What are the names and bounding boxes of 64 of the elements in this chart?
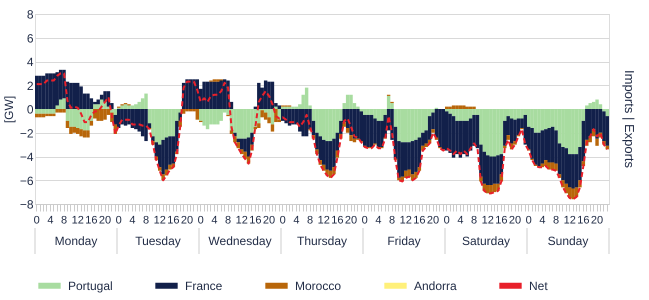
- x-tick-label: 20: [180, 214, 194, 226]
- x-tick-label: 20: [344, 214, 358, 226]
- y-axis-title: [GW]: [2, 96, 16, 124]
- x-tick-label: 16: [85, 214, 98, 226]
- x-tick-label: 20: [262, 214, 276, 226]
- x-tick-label: 8: [552, 214, 560, 226]
- text: Monday: [54, 234, 98, 248]
- x-tick-label: 12: [236, 214, 248, 226]
- x-tick-label: 12: [564, 214, 576, 226]
- x-tick-label: 8: [60, 214, 68, 226]
- y-tick-label: 8: [26, 8, 34, 22]
- legend-label: Net: [529, 278, 548, 293]
- y2-axis-title: Imports | Exports: [622, 70, 637, 169]
- text: Saturday: [462, 234, 510, 248]
- x-tick-label: 4: [457, 214, 464, 226]
- x-tick-label: 8: [470, 214, 478, 226]
- x-tick-label: 20: [508, 214, 522, 226]
- x-tick-label: 16: [331, 214, 344, 226]
- text: Sunday: [548, 234, 588, 248]
- x-tick-label: 4: [539, 214, 546, 226]
- x-tick-label: 20: [426, 214, 440, 226]
- text: Thursday: [296, 234, 348, 248]
- x-tick-label: 4: [211, 214, 218, 226]
- y-tick-label: −4: [20, 150, 34, 164]
- x-tick-label: 16: [249, 214, 262, 226]
- y-tick-label: −2: [20, 126, 34, 140]
- x-tick-label: 4: [47, 214, 54, 226]
- x-tick-label: 0: [198, 214, 204, 226]
- x-tick-label: 4: [375, 214, 382, 226]
- x-tick-label: 8: [388, 214, 396, 226]
- legend-label: Portugal: [68, 278, 113, 293]
- y-tick-label: −6: [20, 174, 34, 188]
- x-tick-label: 0: [444, 214, 450, 226]
- x-tick-label: 8: [306, 214, 314, 226]
- legend-label: Morocco: [295, 278, 342, 293]
- x-tick-label: 0: [280, 214, 286, 226]
- x-tick-label: 4: [293, 214, 300, 226]
- x-tick-label: 20: [590, 214, 604, 226]
- x-tick-label: 16: [577, 214, 590, 226]
- x-tick-label: 12: [482, 214, 494, 226]
- x-tick-label: 16: [495, 214, 508, 226]
- text: Tuesday: [135, 234, 181, 248]
- y-tick-label: 4: [26, 55, 34, 69]
- x-tick-label: 12: [318, 214, 330, 226]
- legend-label: France: [185, 278, 223, 293]
- x-tick-label: 0: [362, 214, 368, 226]
- x-tick-label: 8: [224, 214, 232, 226]
- x-tick-label: 12: [400, 214, 412, 226]
- y-tick-label: 6: [26, 31, 34, 46]
- x-tick-label: 8: [142, 214, 150, 226]
- legend-label: Andorra: [414, 278, 458, 293]
- x-tick-label: 16: [167, 214, 180, 226]
- x-tick-label: 4: [129, 214, 136, 226]
- x-tick-label: 0: [526, 214, 532, 226]
- x-tick-label: 16: [413, 214, 426, 226]
- y-tick-label: 0: [26, 102, 34, 116]
- x-tick-label: 12: [72, 214, 84, 226]
- x-tick-label: 0: [116, 214, 122, 226]
- x-tick-label: 12: [154, 214, 166, 226]
- y-tick-label: 2: [26, 78, 34, 93]
- text: Wednesday: [208, 234, 272, 248]
- text: Friday: [387, 234, 421, 248]
- x-tick-label: 20: [98, 214, 112, 226]
- y-tick-label: −8: [20, 198, 34, 212]
